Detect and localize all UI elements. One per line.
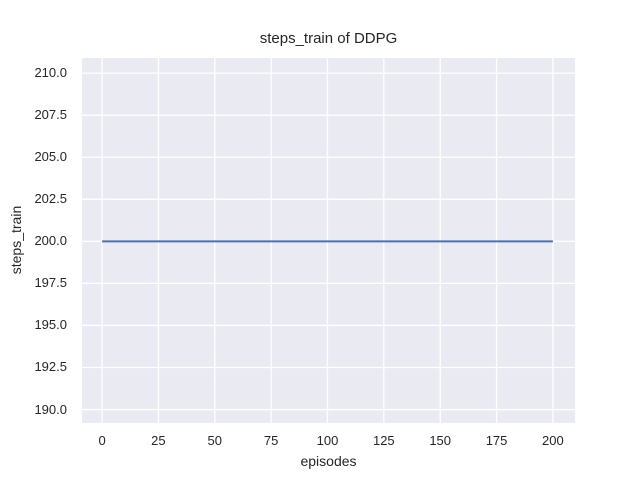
x-tick-label: 125: [372, 433, 395, 448]
x-tick-label: 175: [485, 433, 508, 448]
x-tick-label: 150: [429, 433, 452, 448]
x-tick-label: 75: [263, 433, 279, 448]
x-tick-label: 100: [316, 433, 339, 448]
y-tick-label: 197.5: [34, 275, 67, 291]
x-tick-label: 50: [207, 433, 222, 448]
x-tick-label: 25: [151, 433, 166, 448]
y-tick-label: 205.0: [34, 149, 67, 165]
y-tick-label: 207.5: [34, 107, 67, 123]
y-tick-label: 200.0: [34, 233, 67, 249]
y-tick-label: 202.5: [34, 191, 67, 207]
y-tick-label: 190.0: [34, 401, 67, 417]
x-tick-label: 0: [98, 433, 106, 448]
chart-title: steps_train of DDPG: [259, 30, 398, 47]
y-tick-label: 195.0: [34, 317, 67, 333]
y-tick-label: 210.0: [34, 65, 67, 81]
y-tick-label: 192.5: [34, 359, 67, 375]
x-tick-label: 200: [542, 433, 564, 448]
x-axis-label: episodes: [300, 453, 357, 469]
